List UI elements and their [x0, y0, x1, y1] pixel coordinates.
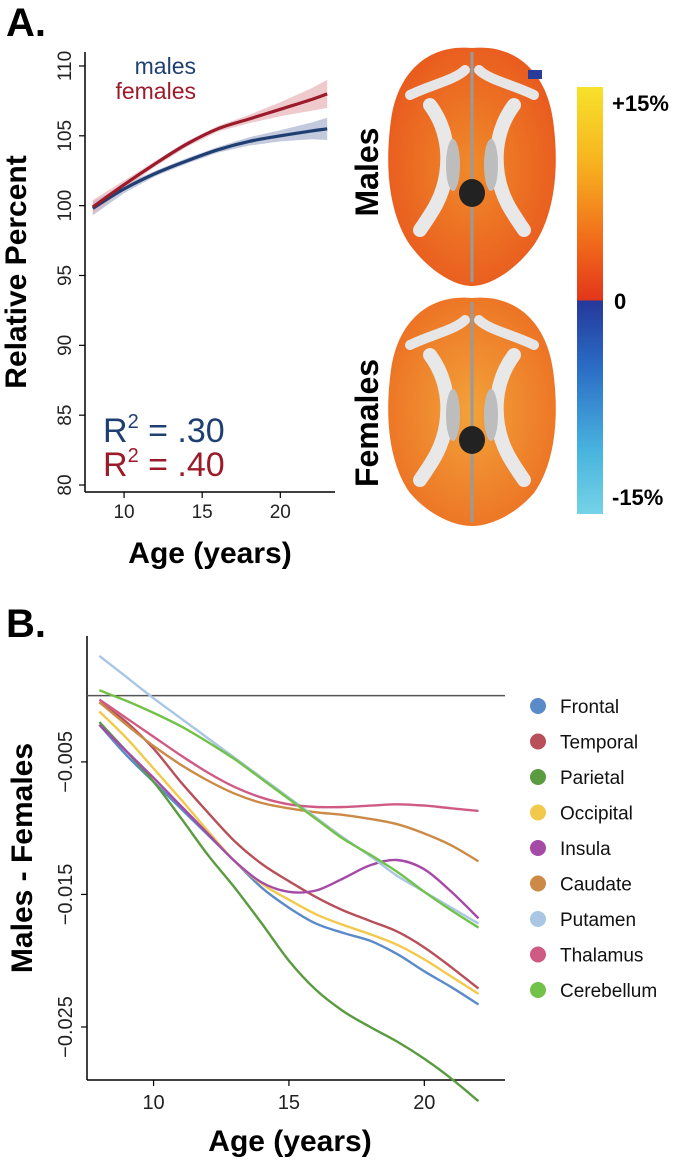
series-line-caudate — [98, 701, 480, 863]
males-map-label: Males — [349, 128, 385, 217]
legend-marker-putamen — [530, 911, 546, 927]
panel-a-xlabel: Age (years) — [128, 537, 291, 570]
legend-label-putamen: Putamen — [560, 910, 636, 931]
series-line-males — [91, 127, 328, 210]
series-line-frontal — [98, 724, 480, 1006]
legend-marker-thalamus — [530, 946, 546, 963]
panel-b-xtick-label: 20 — [413, 1092, 435, 1114]
panel-a-ytick-label: 85 — [55, 405, 76, 426]
panel-a-ytick-label: 110 — [55, 51, 76, 81]
males-negative-patch — [528, 70, 542, 79]
panel-a-ytick-label: 90 — [55, 335, 76, 356]
brain-map-females — [388, 297, 556, 526]
colorbar-bottom-label: -15% — [612, 485, 663, 510]
legend-marker-temporal — [530, 733, 546, 750]
panel-a-ylabel: Relative Percent — [0, 155, 33, 388]
series-line-thalamus — [98, 698, 479, 813]
colorbar-top-label: +15% — [612, 91, 669, 116]
panel-a-xtick-label: 10 — [113, 502, 134, 523]
legend-label-caudate: Caudate — [560, 875, 632, 896]
legend-marker-parietal — [530, 769, 546, 785]
panel-a-xtick-label: 20 — [270, 502, 291, 523]
panel-b-letter: B. — [6, 602, 46, 646]
legend-marker-frontal — [530, 698, 546, 714]
legend-marker-occipital — [530, 804, 546, 821]
legend-label-temporal: Temporal — [560, 733, 638, 754]
colorbar-mid-label: 0 — [614, 289, 626, 314]
legend-label-parietal: Parietal — [560, 768, 624, 789]
panel-a-ytick-label: 100 — [55, 190, 76, 222]
panel-b-chart: −0.005 −0.015 −0.025 10 15 20 Frontal Temporal… — [6, 636, 657, 1158]
legend-label-insula: Insula — [560, 839, 611, 860]
legend-label-frontal: Frontal — [560, 697, 619, 718]
series-line-parietal — [98, 721, 480, 1103]
panel-b-ytick-label: −0.025 — [55, 996, 77, 1058]
series-line-cerebellum — [98, 689, 480, 929]
legend-label-thalamus: Thalamus — [560, 946, 643, 967]
legend-label-cerebellum: Cerebellum — [560, 981, 657, 1002]
series-line-occipital — [98, 710, 480, 995]
panel-b-ytick-label: −0.005 — [55, 731, 77, 793]
panel-b-xtick-label: 15 — [278, 1092, 300, 1114]
brain-map-males — [388, 47, 556, 286]
panel-b-xtick-label: 10 — [142, 1092, 164, 1114]
ci-band-males — [92, 117, 328, 216]
panel-b-ylabel: Males - Females — [6, 743, 39, 973]
legend-label-occipital: Occipital — [560, 804, 633, 825]
panel-a-xtick-label: 15 — [192, 502, 213, 523]
series-line-insula — [98, 723, 480, 920]
legend-females: females — [115, 78, 196, 104]
colorbar — [577, 87, 603, 514]
panel-b-xlabel: Age (years) — [208, 1125, 371, 1158]
panel-a-ytick-label: 95 — [55, 265, 76, 286]
panel-a-ytick-label: 105 — [55, 120, 76, 152]
panel-a-ytick-label: 80 — [55, 474, 76, 495]
legend-marker-insula — [530, 840, 546, 856]
stat-males: R2 = .30 — [103, 411, 225, 450]
stat-females: R2 = .40 — [103, 445, 225, 484]
series-line-females — [91, 92, 328, 209]
series-line-temporal — [98, 701, 480, 990]
panel-a-chart: 80 85 90 95 100 105 110 10 15 20 Relative Percent… — [0, 51, 335, 570]
females-map-label: Females — [349, 359, 385, 487]
panel-b-ytick-label: −0.015 — [55, 864, 77, 926]
legend-males: males — [135, 53, 196, 79]
panel-a-letter: A. — [6, 1, 46, 45]
legend-marker-cerebellum — [530, 982, 546, 998]
legend-marker-caudate — [530, 875, 546, 892]
